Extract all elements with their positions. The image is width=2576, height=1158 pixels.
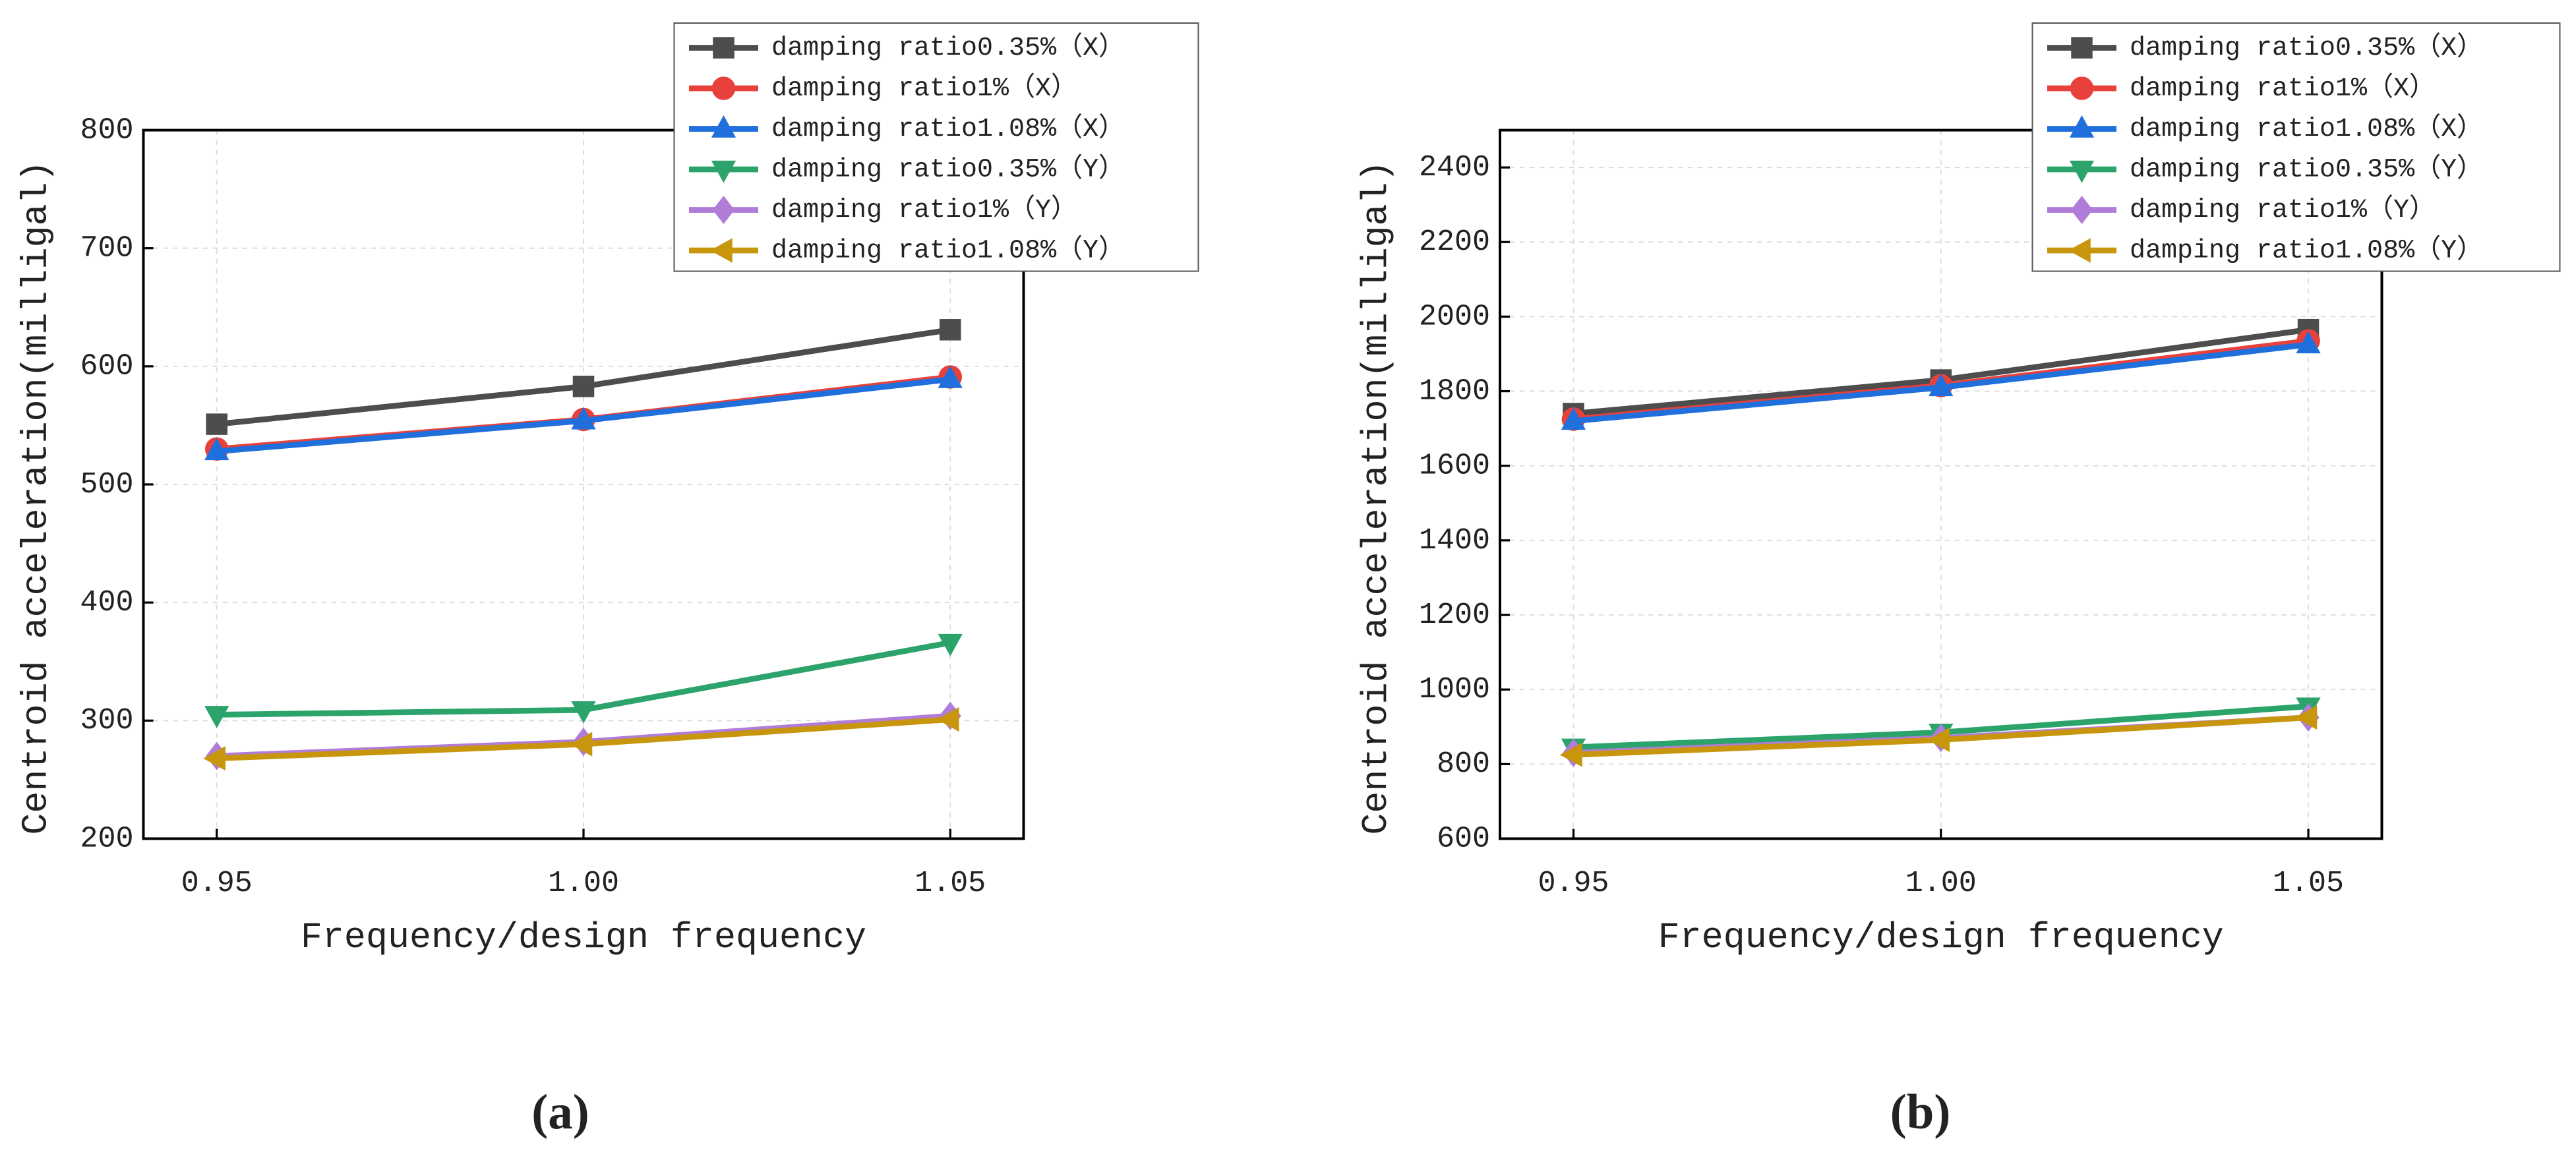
y-tick-label: 300 xyxy=(80,704,133,738)
marker xyxy=(2296,331,2321,354)
x-axis-title: Frequency/design frequency xyxy=(1658,917,2224,958)
marker xyxy=(572,376,595,397)
marker xyxy=(2294,705,2318,730)
legend-label: damping ratio0.35%（Y） xyxy=(2130,154,2483,185)
y-tick-label: 2200 xyxy=(1419,225,1490,259)
legend-box xyxy=(2031,22,2561,272)
panel-label: (b) xyxy=(1890,1085,1951,1140)
legend-label: damping ratio1%（X） xyxy=(2130,72,2436,104)
y-tick-label: 1800 xyxy=(1419,374,1490,408)
marker xyxy=(711,160,736,183)
marker xyxy=(1561,407,1586,430)
marker xyxy=(1927,727,1950,753)
legend-label: damping ratio1%（Y） xyxy=(2130,194,2436,225)
x-tick-label: 0.95 xyxy=(181,867,253,900)
marker xyxy=(2070,195,2093,225)
y-axis-title: Centroid acceleration(milligal) xyxy=(1356,160,1397,834)
legend-label: damping ratio1.08%（Y） xyxy=(2130,235,2483,266)
x-tick-label: 0.95 xyxy=(1538,867,1609,900)
y-tick-label: 400 xyxy=(80,586,133,620)
marker xyxy=(2069,115,2095,138)
marker xyxy=(203,746,225,771)
marker xyxy=(2071,37,2093,59)
marker xyxy=(204,706,229,728)
marker xyxy=(713,37,734,59)
y-axis-title: Centroid acceleration(milligal) xyxy=(16,160,57,834)
legend-label: damping ratio1.08%（X） xyxy=(771,113,1125,144)
x-tick-label: 1.05 xyxy=(2273,867,2344,900)
y-tick-label: 800 xyxy=(1437,747,1490,781)
marker xyxy=(1559,742,1582,767)
x-tick-label: 1.05 xyxy=(914,867,986,900)
marker xyxy=(711,76,736,100)
marker xyxy=(936,707,959,732)
panel-label: (a) xyxy=(531,1085,589,1140)
marker xyxy=(939,319,961,341)
y-tick-label: 2000 xyxy=(1419,300,1490,333)
y-tick-label: 200 xyxy=(80,822,133,855)
y-tick-label: 1200 xyxy=(1419,598,1490,632)
marker xyxy=(2068,238,2091,263)
y-tick-label: 700 xyxy=(80,232,133,266)
y-tick-label: 1400 xyxy=(1419,524,1490,558)
legend-label: damping ratio0.35%（X） xyxy=(771,32,1125,63)
y-tick-label: 600 xyxy=(1437,822,1490,855)
legend-label: damping ratio1.08%（X） xyxy=(2130,113,2483,144)
marker xyxy=(712,195,735,225)
marker xyxy=(711,115,736,138)
y-tick-label: 2400 xyxy=(1419,151,1490,185)
y-tick-label: 1000 xyxy=(1419,673,1490,707)
x-tick-label: 1.00 xyxy=(1905,867,1977,900)
legend-label: damping ratio1.08%（Y） xyxy=(771,235,1125,266)
marker xyxy=(204,438,229,461)
x-axis-title: Frequency/design frequency xyxy=(301,917,866,958)
y-tick-label: 600 xyxy=(80,350,133,384)
x-tick-label: 1.00 xyxy=(548,867,619,900)
legend-label: damping ratio0.35%（Y） xyxy=(771,154,1125,185)
marker xyxy=(938,633,963,656)
legend-box xyxy=(673,22,1199,272)
marker xyxy=(1929,374,1954,397)
marker xyxy=(206,413,227,435)
marker xyxy=(571,407,596,430)
legend-label: damping ratio1%（Y） xyxy=(771,194,1077,225)
y-tick-label: 1600 xyxy=(1419,449,1490,483)
marker xyxy=(2070,76,2094,100)
marker xyxy=(709,238,733,263)
y-tick-label: 500 xyxy=(80,468,133,502)
marker xyxy=(938,365,963,388)
legend-label: damping ratio0.35%（X） xyxy=(2130,32,2483,63)
marker xyxy=(2069,160,2095,183)
marker xyxy=(571,701,596,724)
legend-label: damping ratio1%（X） xyxy=(771,72,1077,104)
marker xyxy=(570,732,593,757)
y-tick-label: 800 xyxy=(80,113,133,147)
